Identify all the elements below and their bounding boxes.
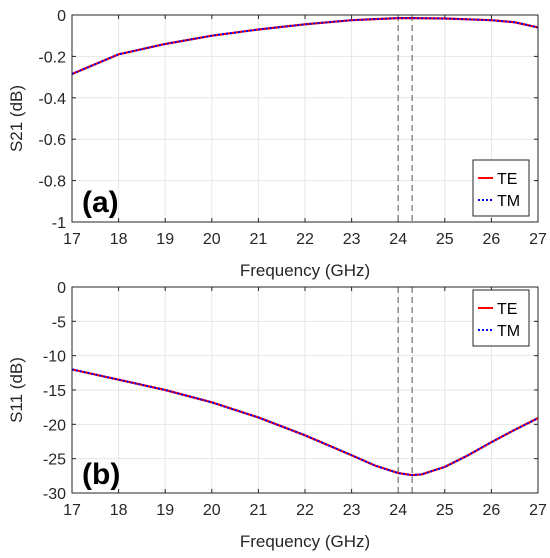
x-tick-label: 20	[203, 231, 221, 248]
y-tick-label: -10	[43, 349, 66, 366]
y-tick-label: -0.8	[38, 174, 66, 191]
y-axis-label: S21 (dB)	[7, 85, 26, 152]
y-tick-label: -20	[43, 417, 66, 434]
x-tick-label: 21	[250, 502, 268, 519]
series-line-tm	[71, 17, 539, 75]
panel-label: (b)	[82, 458, 120, 491]
axes-frame	[71, 14, 539, 223]
y-tick-label: -25	[43, 452, 66, 469]
x-tick-label: 19	[156, 502, 174, 519]
x-tick-label: 23	[343, 231, 361, 248]
x-tick-label: 19	[156, 231, 174, 248]
x-tick-label: 22	[296, 502, 314, 519]
x-tick-label: 25	[436, 231, 454, 248]
y-tick-label: -0.2	[38, 49, 66, 66]
chart-b: 17 18 19 20 21 22 23 24 25 26 27 0 -5 -10 -15 -20 -25 -30…	[7, 280, 547, 551]
legend-label-tm: TM	[497, 323, 520, 340]
legend-label-tm: TM	[497, 193, 520, 210]
chart-a: 17 18 19 20 21 22 23 24 25 26 27 0 -0.2 -0.4 -0.6 -0.8 -…	[7, 8, 547, 280]
y-tick-label: -30	[43, 486, 66, 503]
x-tick-label: 21	[250, 231, 268, 248]
y-tick-label: -0.4	[38, 91, 66, 108]
y-tick-label: -15	[43, 383, 66, 400]
x-tick-label: 23	[343, 502, 361, 519]
x-tick-label: 20	[203, 502, 221, 519]
y-tick-label: -1	[52, 215, 66, 232]
x-tick-label: 24	[389, 502, 407, 519]
axes-frame	[71, 286, 539, 494]
y-tick-label: -5	[52, 314, 66, 331]
legend-label-te: TE	[497, 171, 517, 188]
x-tick-label: 27	[529, 502, 547, 519]
x-tick-label: 25	[436, 502, 454, 519]
series-line-te	[71, 368, 539, 477]
x-tick-label: 27	[529, 231, 547, 248]
x-tick-label: 26	[483, 502, 501, 519]
x-tick-label: 26	[483, 231, 501, 248]
x-axis-label: Frequency (GHz)	[240, 261, 370, 280]
x-tick-label: 17	[63, 502, 81, 519]
legend-box	[472, 159, 530, 217]
x-tick-label: 24	[389, 231, 407, 248]
legend-box	[472, 289, 530, 347]
x-tick-label: 22	[296, 231, 314, 248]
x-tick-label: 17	[63, 231, 81, 248]
legend-label-te: TE	[497, 301, 517, 318]
y-axis-label: S11 (dB)	[7, 357, 26, 423]
y-tick-label: 0	[57, 8, 66, 25]
panel-label: (a)	[82, 186, 119, 219]
x-tick-label: 18	[110, 231, 128, 248]
x-axis-label: Frequency (GHz)	[240, 532, 370, 551]
y-tick-label: -0.6	[38, 132, 66, 149]
x-tick-label: 18	[110, 502, 128, 519]
y-tick-label: 0	[57, 280, 66, 297]
